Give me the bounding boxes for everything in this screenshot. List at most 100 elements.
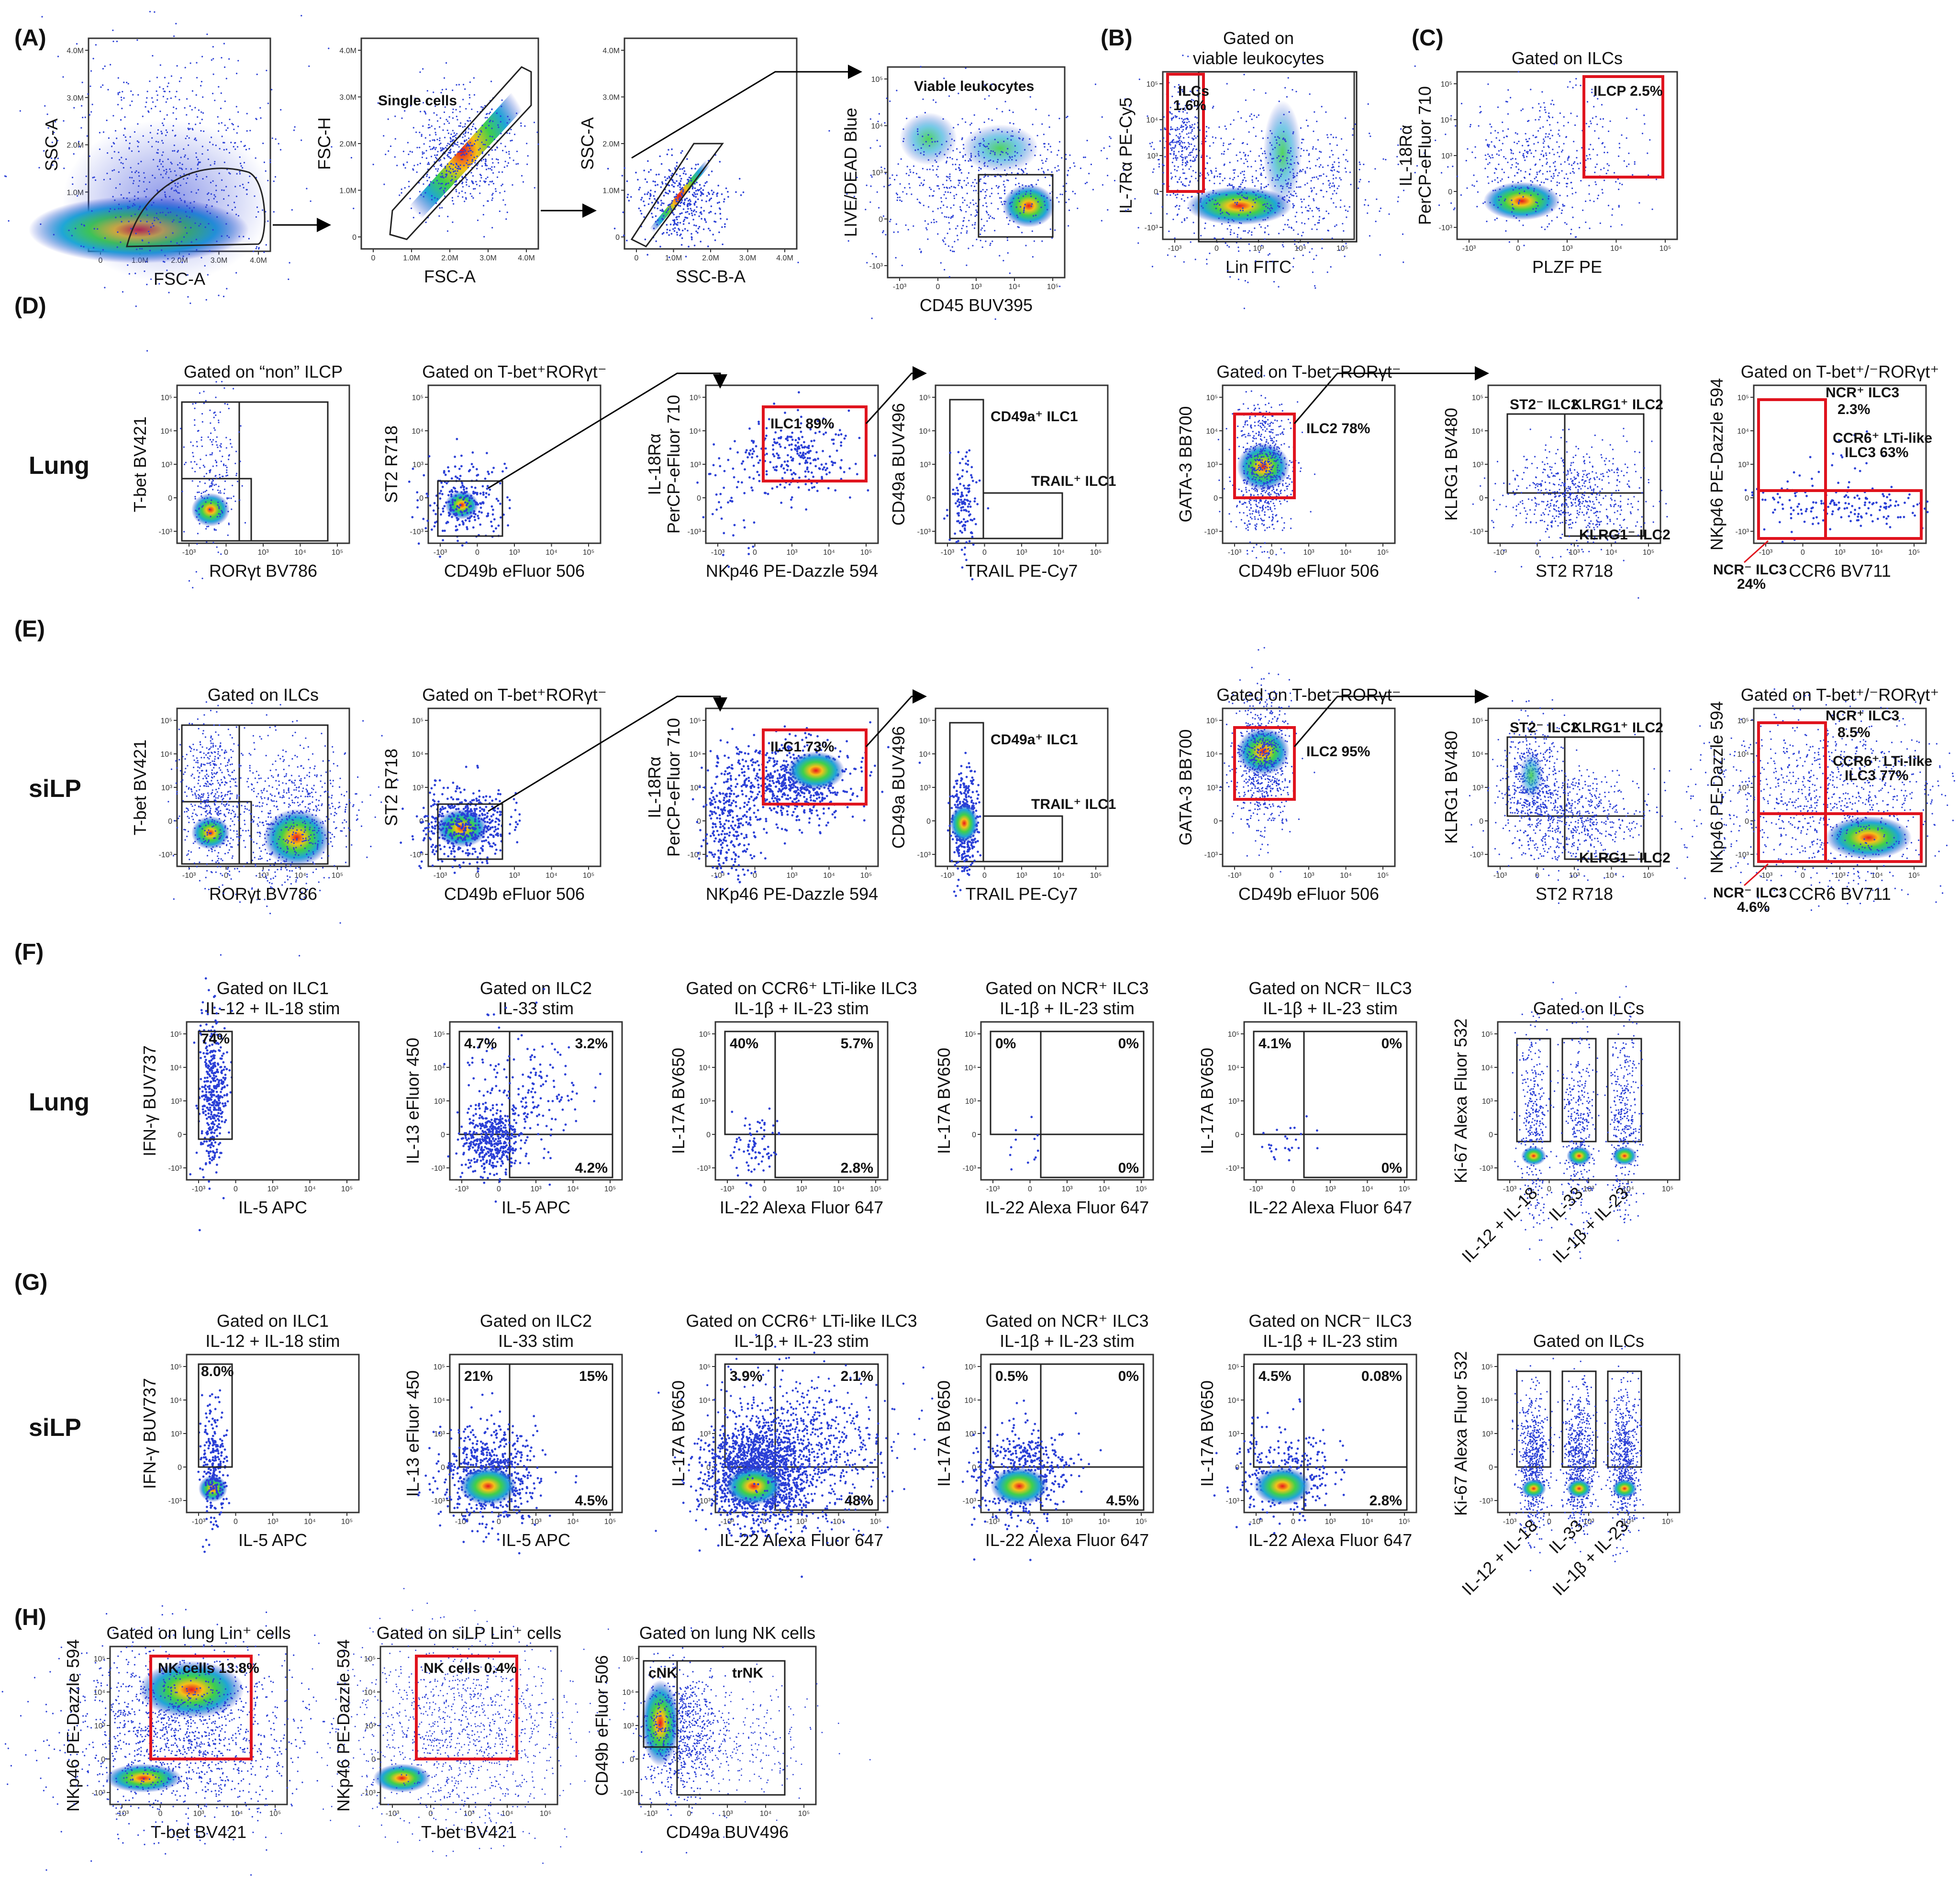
- event-dot: [138, 163, 139, 164]
- event-dot: [431, 195, 433, 197]
- y-tick-label: 10³: [872, 169, 883, 177]
- event-dot: [1009, 272, 1011, 274]
- event-dot: [263, 251, 265, 253]
- event-dot: [994, 139, 996, 140]
- event-dot: [444, 188, 445, 189]
- event-dot: [681, 168, 683, 170]
- event-dot: [700, 188, 702, 190]
- event-dot: [670, 208, 672, 210]
- event-dot: [80, 246, 82, 247]
- event-dot: [467, 159, 468, 161]
- y-tick-label: 2.0M: [67, 142, 84, 150]
- event-dot: [961, 139, 963, 140]
- event-dot: [717, 202, 719, 204]
- event-dot: [179, 198, 181, 199]
- event-dot: [688, 246, 690, 247]
- event-dot: [1077, 208, 1078, 209]
- event-dot: [107, 89, 109, 90]
- event-dot: [445, 176, 446, 178]
- event-dot: [52, 142, 53, 143]
- event-dot: [212, 144, 213, 146]
- event-dot: [253, 251, 254, 252]
- event-dot: [689, 199, 691, 201]
- event-dot: [464, 154, 465, 156]
- event-dot: [160, 131, 162, 132]
- event-dot: [974, 222, 976, 224]
- event-dot: [223, 190, 224, 191]
- event-dot: [690, 180, 692, 182]
- event-dot: [491, 158, 493, 160]
- event-dot: [164, 191, 166, 193]
- event-dot: [1059, 141, 1060, 143]
- event-dot: [489, 113, 490, 114]
- event-dot: [148, 141, 149, 143]
- event-dot: [168, 82, 169, 84]
- event-dot: [134, 213, 136, 215]
- event-dot: [1003, 201, 1005, 202]
- event-dot: [180, 200, 182, 201]
- event-dot: [1058, 118, 1060, 119]
- event-dot: [121, 157, 122, 158]
- event-dot: [405, 167, 406, 168]
- event-dot: [990, 245, 991, 246]
- event-dot: [413, 127, 414, 128]
- event-dot: [165, 194, 166, 195]
- event-dot: [488, 154, 490, 156]
- event-dot: [880, 146, 881, 147]
- event-dot: [474, 143, 475, 145]
- event-dot: [488, 201, 489, 202]
- event-dot: [947, 176, 949, 178]
- event-dot: [259, 107, 261, 109]
- event-dot: [450, 172, 451, 173]
- event-dot: [112, 196, 114, 197]
- event-dot: [265, 170, 267, 172]
- event-dot: [8, 220, 10, 222]
- event-dot: [151, 146, 153, 147]
- event-dot: [962, 202, 964, 203]
- event-dot: [178, 258, 179, 259]
- event-dot: [421, 135, 422, 137]
- event-dot: [929, 145, 930, 146]
- event-dot: [987, 166, 988, 167]
- event-dot: [435, 168, 436, 169]
- event-dot: [262, 209, 263, 211]
- event-dot: [1008, 159, 1010, 161]
- event-dot: [984, 162, 986, 163]
- event-dot: [930, 189, 932, 190]
- event-dot: [955, 228, 957, 229]
- event-dot: [960, 209, 961, 210]
- event-dot: [1091, 164, 1092, 165]
- event-dot: [968, 182, 969, 184]
- event-dot: [710, 211, 712, 213]
- event-dot: [889, 221, 891, 222]
- event-dot: [944, 154, 945, 155]
- event-dot: [643, 201, 645, 202]
- event-dot: [470, 133, 472, 134]
- event-dot: [1049, 185, 1050, 186]
- event-dot: [980, 240, 981, 241]
- event-dot: [55, 121, 56, 123]
- event-dot: [146, 97, 147, 99]
- event-dot: [646, 254, 648, 256]
- event-dot: [166, 171, 167, 173]
- event-dot: [504, 167, 505, 168]
- event-dot: [696, 181, 698, 183]
- event-dot: [663, 215, 665, 217]
- event-dot: [143, 172, 145, 174]
- event-dot: [995, 318, 996, 320]
- event-dot: [444, 157, 445, 158]
- event-dot: [980, 234, 981, 235]
- event-dot: [447, 143, 449, 144]
- event-dot: [941, 144, 943, 145]
- event-dot: [932, 165, 934, 167]
- event-dot: [923, 144, 924, 145]
- event-dot: [1003, 184, 1004, 185]
- event-dot: [156, 213, 157, 214]
- event-dot: [455, 134, 457, 136]
- event-dot: [187, 274, 189, 276]
- event-dot: [722, 244, 724, 246]
- event-dot: [958, 184, 959, 186]
- event-dot: [671, 200, 673, 202]
- event-dot: [151, 137, 153, 139]
- event-dot: [426, 157, 427, 159]
